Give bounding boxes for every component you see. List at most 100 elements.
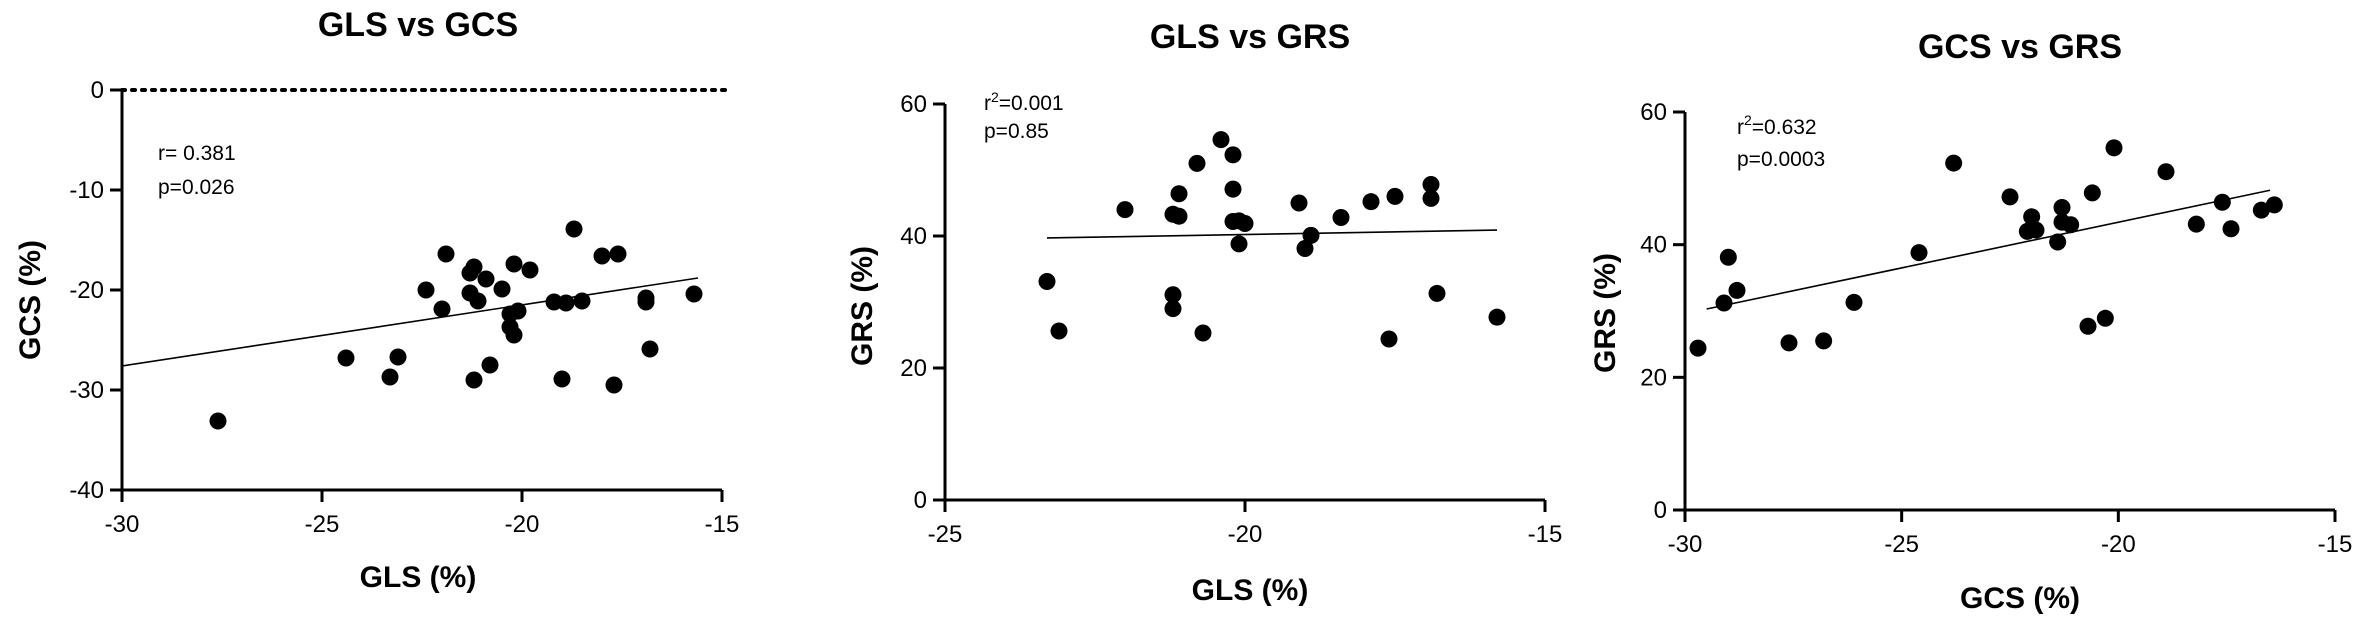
data-point <box>1038 273 1056 291</box>
data-point <box>1194 324 1212 342</box>
x-tick-label: -30 <box>105 511 140 538</box>
y-tick-label: 60 <box>1640 99 1667 126</box>
data-point <box>2062 216 2080 234</box>
data-point <box>565 220 583 238</box>
data-point <box>1362 193 1380 211</box>
y-axis-label: GCS (%) <box>14 240 47 360</box>
data-point <box>465 371 483 389</box>
data-point <box>593 247 611 265</box>
data-point <box>2252 201 2270 219</box>
data-point <box>2265 196 2283 214</box>
data-point <box>2053 199 2071 217</box>
data-point <box>609 245 627 263</box>
x-tick-label: -25 <box>305 511 340 538</box>
data-point <box>1386 187 1404 205</box>
data-point <box>1296 240 1314 258</box>
data-point <box>1910 244 1928 262</box>
data-point <box>1488 308 1506 326</box>
data-point <box>2096 309 2114 327</box>
chart-title: GCS vs GRS <box>1918 28 2122 66</box>
data-point <box>493 280 511 298</box>
x-axis-label: GLS (%) <box>1192 574 1309 607</box>
data-point <box>1224 146 1242 164</box>
data-point <box>557 294 575 312</box>
panel-gls-vs-grs: GLS vs GRS GLS (%) GRS (%) r2=0.001 p=0.… <box>846 18 1562 607</box>
data-point <box>433 300 451 318</box>
data-point <box>2049 233 2067 251</box>
stat-p: p=0.85 <box>984 120 1049 143</box>
data-point <box>2157 163 2175 181</box>
regression-line <box>1046 229 1498 239</box>
regression-line <box>1706 189 2271 310</box>
y-tick-label: -40 <box>69 477 104 504</box>
data-point <box>1780 334 1798 352</box>
x-tick-label: -20 <box>2101 531 2136 558</box>
data-point <box>337 349 355 367</box>
x-tick-label: -15 <box>2318 531 2353 558</box>
y-tick-label: 20 <box>900 355 927 382</box>
x-tick-label: -20 <box>505 511 540 538</box>
data-point <box>1428 284 1446 302</box>
stat-r2: r2=0.001 <box>984 89 1064 115</box>
y-axis-label: GRS (%) <box>846 246 879 366</box>
data-point <box>1380 330 1398 348</box>
y-axis-label: GRS (%) <box>1589 253 1622 373</box>
data-point <box>1230 235 1248 253</box>
y-tick-label: 0 <box>91 77 104 104</box>
data-point <box>505 326 523 344</box>
data-point <box>1164 286 1182 304</box>
data-point <box>1164 300 1182 318</box>
data-point <box>1170 207 1188 225</box>
data-point <box>641 340 659 358</box>
data-point <box>1422 176 1440 194</box>
data-point <box>2187 215 2205 233</box>
data-point <box>605 376 623 394</box>
chart-title: GLS vs GCS <box>318 6 518 44</box>
data-point <box>1302 226 1320 244</box>
data-point <box>465 258 483 276</box>
x-tick-label: -30 <box>1668 531 1703 558</box>
x-axis-label: GLS (%) <box>360 561 477 594</box>
data-point <box>1212 131 1230 149</box>
data-point <box>2001 188 2019 206</box>
data-point <box>685 285 703 303</box>
regression-line <box>121 277 699 367</box>
x-tick-label: -25 <box>1884 531 1919 558</box>
x-tick-label: -20 <box>1228 521 1263 548</box>
stat-r2: r2=0.632 <box>1737 112 1817 139</box>
data-point <box>477 270 495 288</box>
chart-title: GLS vs GRS <box>1150 18 1350 56</box>
data-point <box>469 292 487 310</box>
data-point <box>2027 221 2045 239</box>
data-point <box>1715 294 1733 312</box>
data-point <box>1815 332 1833 350</box>
data-point <box>417 281 435 299</box>
y-tick-label: -10 <box>69 177 104 204</box>
data-point <box>553 370 571 388</box>
x-tick-label: -25 <box>928 521 963 548</box>
data-point <box>1845 293 1863 311</box>
data-point <box>509 302 527 320</box>
data-point <box>209 412 227 430</box>
y-tick-label: 40 <box>1640 232 1667 259</box>
data-point <box>2105 139 2123 157</box>
data-point <box>1116 201 1134 219</box>
x-tick-label: -15 <box>705 511 740 538</box>
panel-gcs-vs-grs: GCS vs GRS GCS (%) GRS (%) r2=0.632 p=0.… <box>1589 28 2352 615</box>
data-point <box>573 292 591 310</box>
y-tick-label: -30 <box>69 377 104 404</box>
data-point <box>1050 322 1068 340</box>
y-tick-label: 0 <box>1654 497 1667 524</box>
data-point <box>637 293 655 311</box>
data-point <box>521 261 539 279</box>
data-point <box>2213 193 2231 211</box>
y-tick-label: 40 <box>900 223 927 250</box>
stat-p: p=0.026 <box>158 176 235 199</box>
data-point <box>1332 209 1350 227</box>
x-tick-label: -15 <box>1528 521 1563 548</box>
panel-gls-vs-gcs: GLS vs GCS GLS (%) GCS (%) r= 0.381 p=0.… <box>14 6 739 594</box>
data-point <box>1689 339 1707 357</box>
data-point <box>1728 281 1746 299</box>
data-point <box>1422 189 1440 207</box>
